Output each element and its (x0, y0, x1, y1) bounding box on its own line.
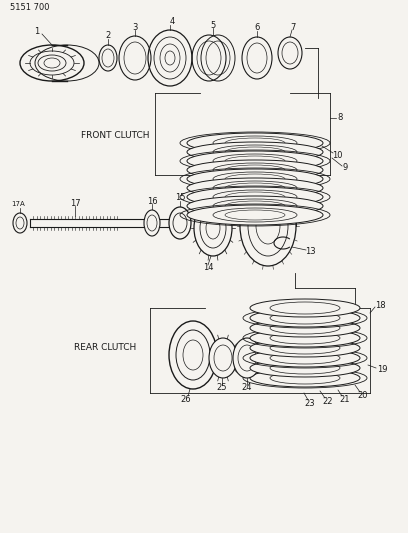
Text: 17A: 17A (11, 201, 25, 207)
Text: 4: 4 (169, 18, 175, 27)
Ellipse shape (270, 362, 340, 374)
Ellipse shape (187, 169, 323, 189)
Ellipse shape (213, 190, 297, 204)
Text: 15: 15 (175, 193, 185, 203)
Text: 20: 20 (358, 391, 368, 400)
Ellipse shape (187, 133, 323, 153)
Ellipse shape (270, 352, 340, 364)
Text: 10: 10 (332, 150, 342, 159)
Text: 9: 9 (342, 164, 348, 173)
Ellipse shape (213, 181, 297, 195)
Ellipse shape (187, 187, 323, 207)
Text: 7: 7 (290, 22, 296, 31)
Ellipse shape (169, 321, 217, 389)
Ellipse shape (250, 359, 360, 377)
Text: 16: 16 (147, 197, 157, 206)
Ellipse shape (270, 342, 340, 354)
Ellipse shape (187, 142, 323, 162)
Ellipse shape (194, 200, 232, 256)
Ellipse shape (209, 338, 237, 378)
Ellipse shape (250, 309, 360, 327)
Text: 14: 14 (203, 263, 213, 272)
Text: 1: 1 (34, 27, 40, 36)
Ellipse shape (270, 332, 340, 344)
Text: 21: 21 (340, 394, 350, 403)
Text: 17: 17 (70, 198, 80, 207)
Ellipse shape (213, 172, 297, 186)
Ellipse shape (270, 302, 340, 314)
Text: 18: 18 (375, 301, 385, 310)
Ellipse shape (250, 339, 360, 357)
Ellipse shape (187, 151, 323, 171)
Text: 22: 22 (323, 397, 333, 406)
Text: REAR CLUTCH: REAR CLUTCH (74, 343, 136, 352)
Ellipse shape (169, 207, 191, 239)
Ellipse shape (250, 299, 360, 317)
Ellipse shape (270, 312, 340, 324)
Text: 8: 8 (337, 114, 343, 123)
Text: 13: 13 (305, 246, 315, 255)
Text: 3: 3 (132, 22, 137, 31)
Text: 12: 12 (305, 197, 315, 206)
Ellipse shape (250, 319, 360, 337)
Text: 6: 6 (254, 23, 259, 33)
Text: 5: 5 (211, 20, 215, 29)
Ellipse shape (213, 154, 297, 168)
Text: 11: 11 (235, 185, 245, 195)
Ellipse shape (144, 210, 160, 236)
Text: 26: 26 (181, 394, 191, 403)
Text: 24: 24 (242, 384, 252, 392)
Text: 19: 19 (377, 366, 387, 375)
Ellipse shape (270, 372, 340, 384)
Ellipse shape (213, 208, 297, 222)
Ellipse shape (233, 338, 261, 378)
Ellipse shape (187, 196, 323, 216)
Ellipse shape (187, 178, 323, 198)
Ellipse shape (213, 163, 297, 177)
Ellipse shape (270, 322, 340, 334)
Text: 25: 25 (217, 384, 227, 392)
Text: 2: 2 (105, 31, 111, 41)
Ellipse shape (213, 199, 297, 213)
Ellipse shape (250, 349, 360, 367)
Ellipse shape (187, 205, 323, 225)
Text: FRONT CLUTCH: FRONT CLUTCH (81, 131, 149, 140)
Ellipse shape (250, 329, 360, 347)
Text: 23: 23 (305, 399, 315, 408)
Ellipse shape (250, 369, 360, 387)
Ellipse shape (187, 160, 323, 180)
Ellipse shape (240, 186, 296, 266)
Text: 5151 700: 5151 700 (10, 4, 49, 12)
Ellipse shape (213, 136, 297, 150)
Ellipse shape (213, 145, 297, 159)
